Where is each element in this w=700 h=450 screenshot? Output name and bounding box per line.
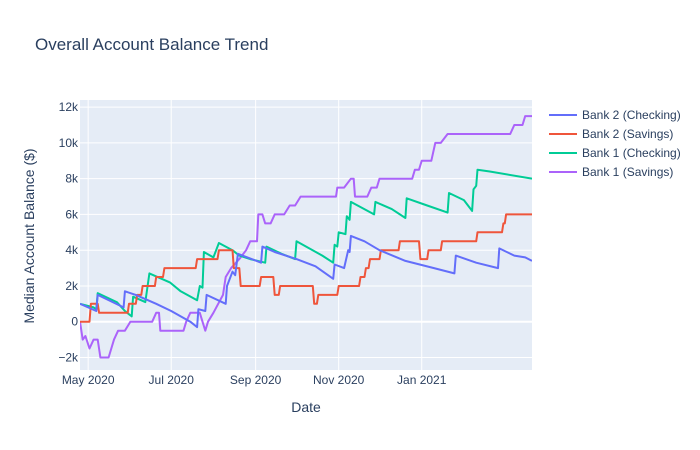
tick-labels: −2k 0 2k 4k 6k 8k 10k 12k May 2020 Jul 2020 Sep 20… [58, 100, 446, 387]
legend-item[interactable]: Bank 1 (Savings) [549, 165, 673, 179]
series-line-2 [80, 168, 532, 318]
y-tick-label: 0 [71, 315, 78, 329]
legend-label: Bank 1 (Savings) [582, 165, 673, 179]
y-tick-label: 12k [59, 100, 79, 114]
y-tick-label: 6k [65, 207, 79, 221]
legend-label: Bank 2 (Checking) [582, 108, 681, 122]
x-tick-label: Jan 2021 [397, 373, 447, 387]
legend-item[interactable]: Bank 2 (Checking) [549, 108, 681, 122]
plot-area [80, 100, 532, 370]
x-tick-label: Sep 2020 [230, 373, 282, 387]
x-axis-title: Date [291, 399, 321, 415]
legend-item[interactable]: Bank 1 (Checking) [549, 146, 681, 160]
x-tick-label: May 2020 [62, 373, 115, 387]
series-line-3 [80, 115, 532, 359]
y-tick-label: 8k [65, 172, 79, 186]
y-tick-label: 2k [65, 279, 79, 293]
chart-title: Overall Account Balance Trend [35, 35, 268, 54]
x-tick-label: Nov 2020 [313, 373, 365, 387]
series-line-0 [80, 234, 532, 329]
series-lines [80, 115, 532, 359]
y-tick-label: −2k [58, 350, 79, 364]
legend-label: Bank 1 (Checking) [582, 146, 681, 160]
y-tick-label: 10k [59, 136, 79, 150]
legend-label: Bank 2 (Savings) [582, 127, 673, 141]
legend-item[interactable]: Bank 2 (Savings) [549, 127, 673, 141]
y-tick-label: 4k [65, 243, 79, 257]
legend: Bank 2 (Checking) Bank 2 (Savings) Bank 1 … [549, 108, 681, 179]
series-line-1 [80, 213, 532, 323]
x-tick-label: Jul 2020 [149, 373, 195, 387]
y-axis-title: Median Account Balance ($) [21, 148, 37, 323]
